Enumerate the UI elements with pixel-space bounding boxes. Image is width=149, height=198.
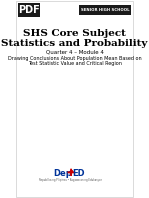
Text: Test Statistic Value and Critical Region: Test Statistic Value and Critical Region — [28, 61, 121, 66]
Text: SENIOR HIGH SCHOOL: SENIOR HIGH SCHOOL — [81, 8, 129, 12]
Text: ED: ED — [73, 168, 85, 177]
Text: SHS Core Subject: SHS Core Subject — [23, 29, 126, 37]
Text: Statistics and Probability: Statistics and Probability — [1, 38, 148, 48]
Text: PDF: PDF — [18, 5, 40, 15]
Text: Quarter 4 – Module 4: Quarter 4 – Module 4 — [46, 50, 103, 54]
FancyBboxPatch shape — [79, 5, 131, 15]
Text: Drawing Conclusions About Population Mean Based on: Drawing Conclusions About Population Mea… — [8, 55, 141, 61]
Text: Republika ng Pilipinas • Kagawaran ng Edukasyon: Republika ng Pilipinas • Kagawaran ng Ed… — [39, 178, 103, 182]
Text: ✚: ✚ — [67, 168, 75, 178]
FancyBboxPatch shape — [18, 3, 40, 17]
Text: Dep: Dep — [54, 168, 72, 177]
FancyBboxPatch shape — [16, 1, 133, 197]
